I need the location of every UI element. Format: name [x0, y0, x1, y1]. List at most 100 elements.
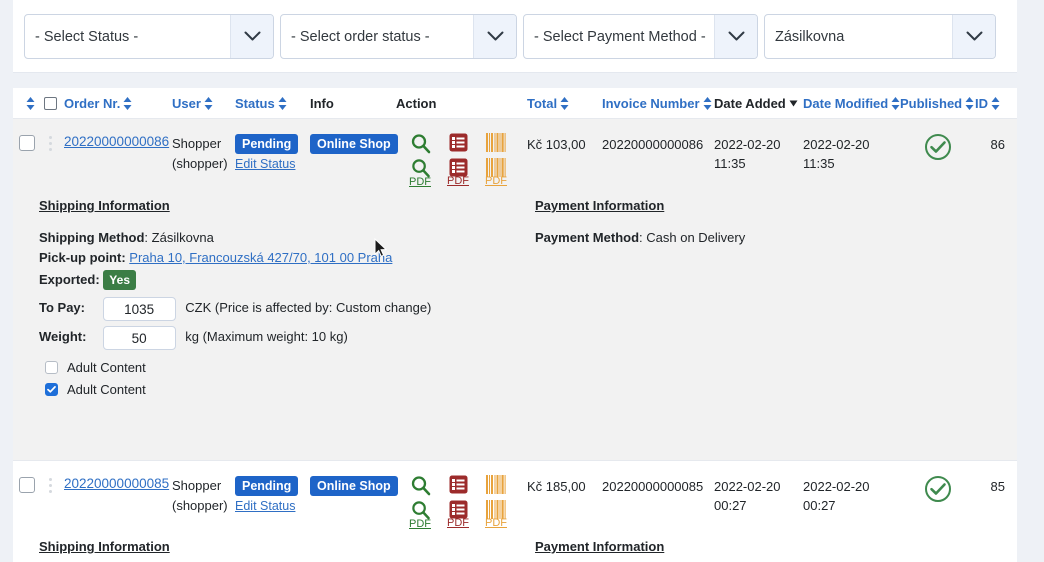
order-nr-cell: 20220000000085 — [61, 475, 172, 491]
pdf-label[interactable]: PDF — [485, 175, 507, 187]
th-total[interactable]: Total — [527, 96, 602, 111]
published-check-icon[interactable] — [924, 475, 952, 506]
weight-suffix: kg (Maximum weight: 10 kg) — [185, 329, 348, 345]
th-published[interactable]: Published — [900, 96, 975, 111]
shipment-filter-select[interactable]: Zásilkovna — [764, 14, 996, 59]
magnifier-pdf-icon[interactable]: PDF — [409, 500, 431, 530]
invoice-list-pdf-icon[interactable]: PDF — [447, 500, 469, 529]
th-order-nr[interactable]: Order Nr. — [61, 96, 172, 111]
magnifier-icon[interactable] — [409, 475, 431, 496]
order-nr-link[interactable]: 20220000000085 — [64, 476, 170, 491]
chevron-down-icon[interactable] — [952, 15, 995, 58]
info-cell: Online Shop — [310, 475, 398, 496]
status-cell: Pending Edit Status — [235, 133, 310, 171]
barcode-pdf-icon[interactable]: PDF — [485, 500, 507, 529]
reorder-sort-icon[interactable] — [13, 96, 39, 110]
barcode-icon[interactable] — [485, 133, 507, 152]
published-cell — [900, 475, 975, 506]
pdf-label[interactable]: PDF — [447, 175, 469, 187]
user-name: Shopper — [172, 478, 222, 493]
th-id-label: ID — [975, 95, 988, 111]
to-pay-label: To Pay: — [39, 300, 85, 316]
payment-method-line: Payment Method: Cash on Delivery — [535, 230, 995, 246]
colon: : — [639, 230, 647, 245]
payment-method-filter-select[interactable]: - Select Payment Method - — [523, 14, 758, 59]
status-filter-value: - Select Status - — [35, 28, 139, 45]
invoice-list-icon[interactable] — [447, 475, 469, 494]
sort-both-icon — [123, 96, 132, 110]
invoice-list-icon[interactable] — [447, 133, 469, 152]
chevron-down-icon[interactable] — [473, 15, 516, 58]
magnifier-pdf-icon[interactable]: PDF — [409, 158, 431, 188]
row-checkbox[interactable] — [19, 477, 35, 493]
payment-information: Payment Information — [535, 539, 995, 554]
payment-method-value: Cash on Delivery — [646, 230, 746, 245]
row-drag-handle[interactable] — [39, 475, 61, 493]
th-user[interactable]: User — [172, 96, 235, 111]
magnifier-icon[interactable] — [409, 133, 431, 154]
checkbox-box — [43, 96, 57, 110]
barcode-icon[interactable] — [485, 475, 507, 494]
pdf-label[interactable]: PDF — [409, 176, 431, 188]
status-filter-select[interactable]: - Select Status - — [24, 14, 274, 59]
id-cell: 85 — [990, 479, 1005, 494]
invoice-list-pdf-icon[interactable]: PDF — [447, 158, 469, 187]
payment-method-label: Payment Method — [535, 230, 640, 245]
adult-content-checkbox-unchecked[interactable] — [45, 361, 58, 374]
mouse-cursor — [374, 237, 388, 261]
grip-dot — [48, 136, 52, 139]
th-date-modified[interactable]: Date Modified — [803, 96, 900, 111]
row-checkbox[interactable] — [19, 135, 35, 151]
row-divider — [13, 460, 1017, 461]
th-status[interactable]: Status — [235, 96, 310, 111]
user-cell: Shopper (shopper) — [172, 475, 235, 516]
th-date-added[interactable]: Date Added — [714, 96, 803, 111]
table-row: 20220000000086 Shopper (shopper) Pending… — [13, 119, 1017, 188]
weight-input[interactable]: 50 — [102, 326, 176, 350]
select-all-checkbox[interactable] — [39, 96, 61, 110]
chevron-down-icon[interactable] — [230, 15, 273, 58]
sort-both-icon — [560, 96, 569, 110]
row-drag-handle[interactable] — [39, 133, 61, 151]
th-date-added-label: Date Added — [714, 95, 786, 111]
th-info: Info — [310, 96, 396, 111]
published-cell — [900, 133, 975, 164]
th-id[interactable]: ID — [975, 96, 1005, 111]
barcode-pdf-icon[interactable]: PDF — [485, 158, 507, 187]
th-invoice-number[interactable]: Invoice Number — [602, 96, 714, 111]
order-details: Shipping Information Shipping Method: Zá… — [13, 188, 1017, 409]
published-check-icon[interactable] — [924, 133, 952, 164]
adult-content-row-2: Adult Content — [39, 382, 519, 397]
pdf-label[interactable]: PDF — [447, 517, 469, 529]
chevron-down-icon[interactable] — [714, 15, 757, 58]
th-action: Action — [396, 96, 527, 111]
info-badge: Online Shop — [310, 134, 398, 154]
date-modified-cell: 2022-02-20 11:35 — [803, 137, 870, 171]
info-cell: Online Shop — [310, 133, 398, 154]
pickup-point-link[interactable]: Praha 10, Francouzská 427/70, 101 00 Pra… — [129, 250, 393, 265]
date-modified-cell: 2022-02-20 00:27 — [803, 479, 870, 513]
adult-content-checkbox-checked[interactable] — [45, 383, 58, 396]
order-block: 20220000000086 Shopper (shopper) Pending… — [13, 119, 1017, 460]
order-status-filter-select[interactable]: - Select order status - — [280, 14, 517, 59]
edit-status-link[interactable]: Edit Status — [235, 499, 296, 513]
action-cell: PDF PDF PDF — [396, 475, 527, 530]
pdf-label[interactable]: PDF — [485, 517, 507, 529]
th-order-nr-label: Order Nr. — [64, 95, 121, 111]
row-select-cell — [13, 475, 39, 493]
shipping-method-label: Shipping Method — [39, 230, 145, 245]
pdf-label[interactable]: PDF — [409, 518, 431, 530]
invoice-number-cell: 20220000000086 — [602, 137, 704, 152]
exported-badge: Yes — [103, 270, 136, 290]
user-login: (shopper) — [172, 498, 228, 513]
order-details: Shipping Information Payment Information — [13, 530, 1017, 562]
to-pay-input[interactable]: 1035 — [102, 297, 176, 321]
row-select-cell — [13, 133, 39, 151]
edit-status-link[interactable]: Edit Status — [235, 157, 296, 171]
filter-panel: - Select Status - - Select order status … — [13, 0, 1017, 73]
user-name: Shopper — [172, 136, 222, 151]
status-cell: Pending Edit Status — [235, 475, 310, 513]
invoice-number-cell: 20220000000085 — [602, 479, 704, 494]
order-nr-link[interactable]: 20220000000086 — [64, 134, 170, 149]
payment-method-filter-value: - Select Payment Method - — [534, 28, 706, 45]
